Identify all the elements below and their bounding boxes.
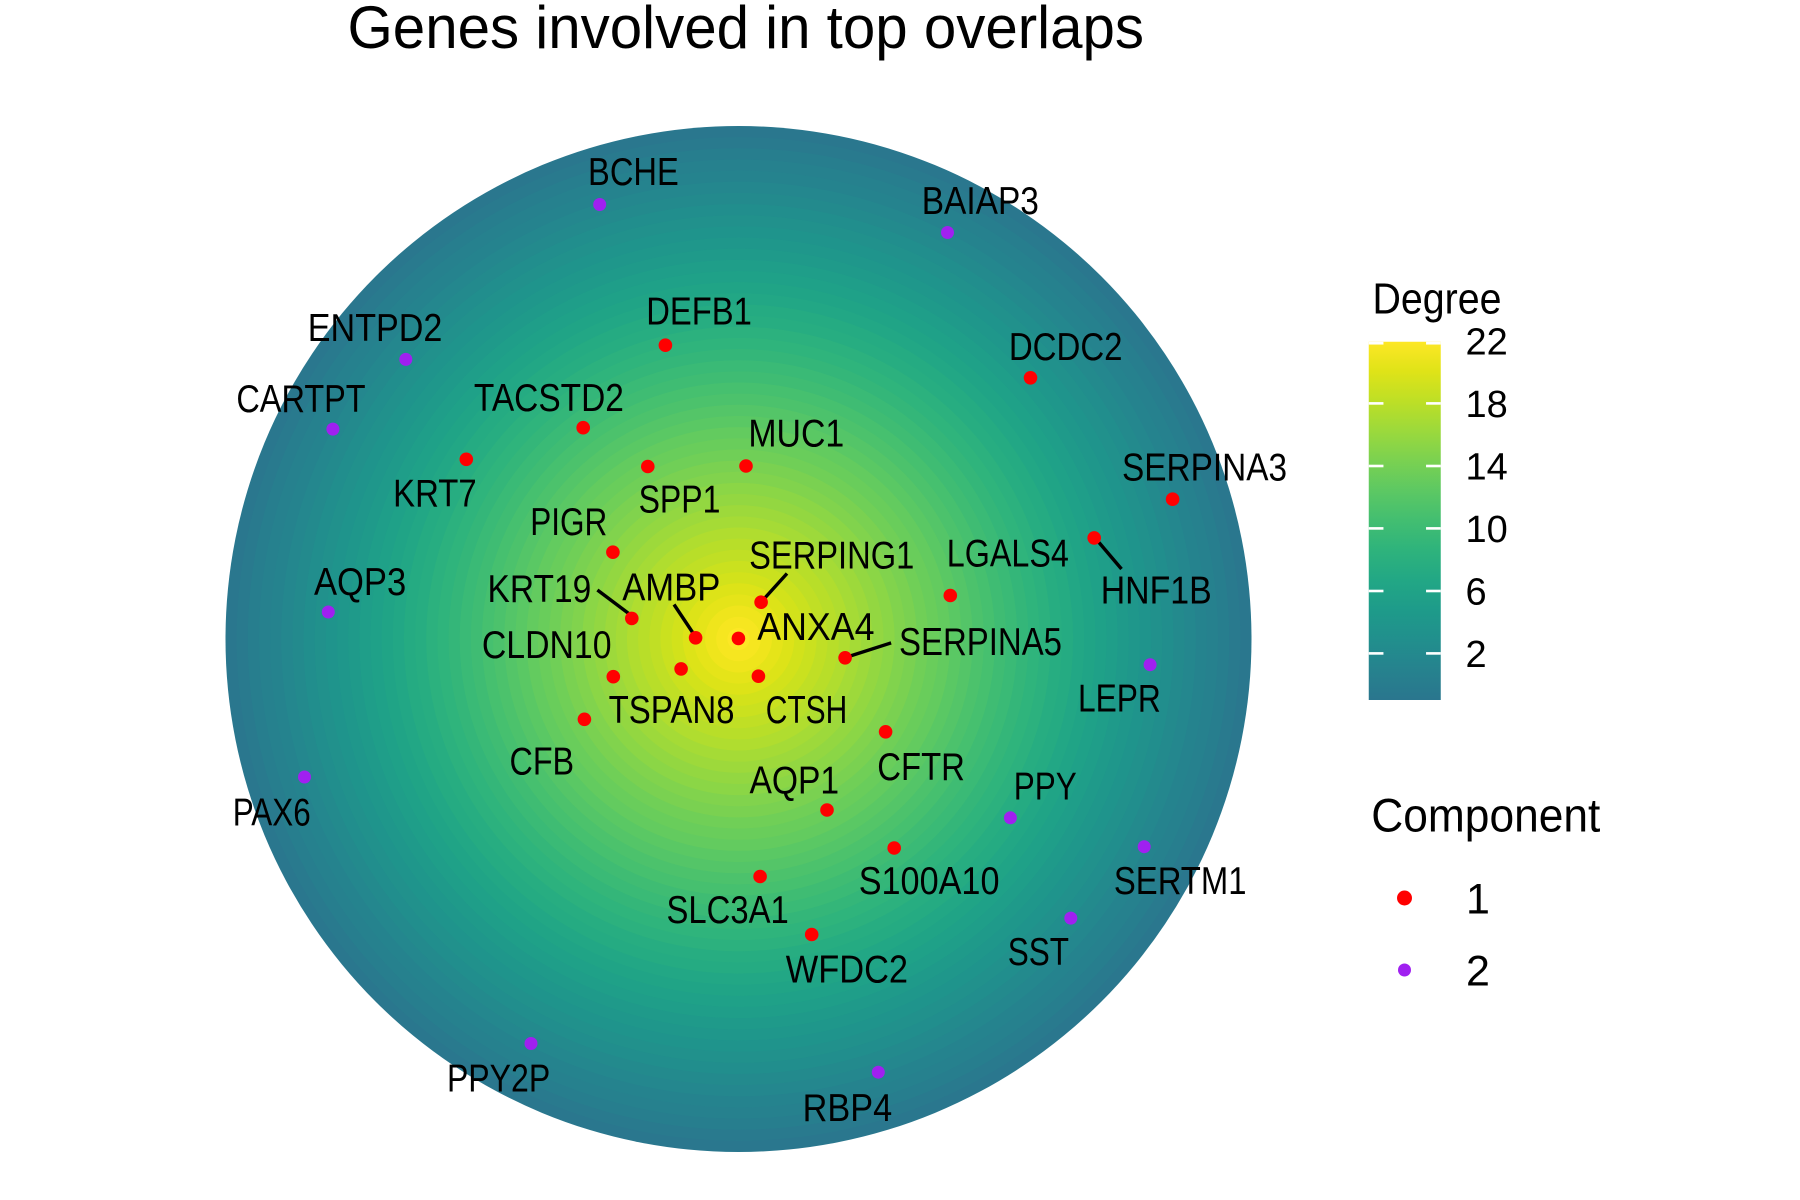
svg-text:AQP1: AQP1 xyxy=(749,760,839,803)
svg-text:SERPINA3: SERPINA3 xyxy=(1122,447,1287,490)
svg-text:PIGR: PIGR xyxy=(530,501,607,544)
svg-text:HNF1B: HNF1B xyxy=(1101,570,1212,613)
svg-text:PAX6: PAX6 xyxy=(233,792,311,835)
svg-text:CARTPT: CARTPT xyxy=(236,378,365,421)
svg-text:MUC1: MUC1 xyxy=(748,413,844,456)
svg-text:1: 1 xyxy=(1466,876,1490,924)
svg-text:DCDC2: DCDC2 xyxy=(1009,326,1123,369)
svg-text:CTSH: CTSH xyxy=(766,689,848,732)
svg-text:10: 10 xyxy=(1466,509,1508,551)
svg-text:KRT19: KRT19 xyxy=(488,568,592,611)
svg-text:AQP3: AQP3 xyxy=(314,561,406,604)
svg-text:ENTPD2: ENTPD2 xyxy=(308,307,443,350)
svg-text:PPY: PPY xyxy=(1014,766,1077,809)
svg-text:18: 18 xyxy=(1466,384,1508,426)
svg-text:14: 14 xyxy=(1466,447,1508,489)
svg-text:CFTR: CFTR xyxy=(877,746,965,789)
svg-text:AMBP: AMBP xyxy=(622,567,720,610)
svg-text:SLC3A1: SLC3A1 xyxy=(667,889,789,932)
svg-text:Component: Component xyxy=(1371,788,1600,841)
svg-text:22: 22 xyxy=(1466,322,1508,364)
svg-text:WFDC2: WFDC2 xyxy=(786,948,908,991)
svg-text:2: 2 xyxy=(1466,634,1487,676)
svg-text:CLDN10: CLDN10 xyxy=(482,624,612,667)
svg-text:LEPR: LEPR xyxy=(1078,678,1161,721)
svg-text:BAIAP3: BAIAP3 xyxy=(922,180,1039,223)
svg-text:SST: SST xyxy=(1008,931,1069,974)
svg-text:BCHE: BCHE xyxy=(588,151,679,194)
svg-text:PPY2P: PPY2P xyxy=(447,1058,550,1101)
svg-text:CFB: CFB xyxy=(510,741,575,784)
svg-text:DEFB1: DEFB1 xyxy=(646,290,752,333)
svg-text:SERPINA5: SERPINA5 xyxy=(899,621,1062,664)
svg-text:SERTM1: SERTM1 xyxy=(1114,860,1247,903)
svg-text:2: 2 xyxy=(1466,948,1490,996)
svg-text:TSPAN8: TSPAN8 xyxy=(609,689,735,732)
svg-text:6: 6 xyxy=(1466,572,1487,614)
svg-text:SPP1: SPP1 xyxy=(639,478,721,521)
svg-text:SERPING1: SERPING1 xyxy=(749,534,914,577)
svg-text:TACSTD2: TACSTD2 xyxy=(474,377,624,420)
svg-text:LGALS4: LGALS4 xyxy=(947,532,1069,575)
svg-text:RBP4: RBP4 xyxy=(803,1087,893,1130)
svg-text:Degree: Degree xyxy=(1373,274,1502,323)
svg-text:Genes involved in top overlaps: Genes involved in top overlaps xyxy=(348,0,1145,61)
svg-text:KRT7: KRT7 xyxy=(393,473,477,516)
svg-text:S100A10: S100A10 xyxy=(859,860,1000,903)
svg-text:ANXA4: ANXA4 xyxy=(757,606,874,649)
